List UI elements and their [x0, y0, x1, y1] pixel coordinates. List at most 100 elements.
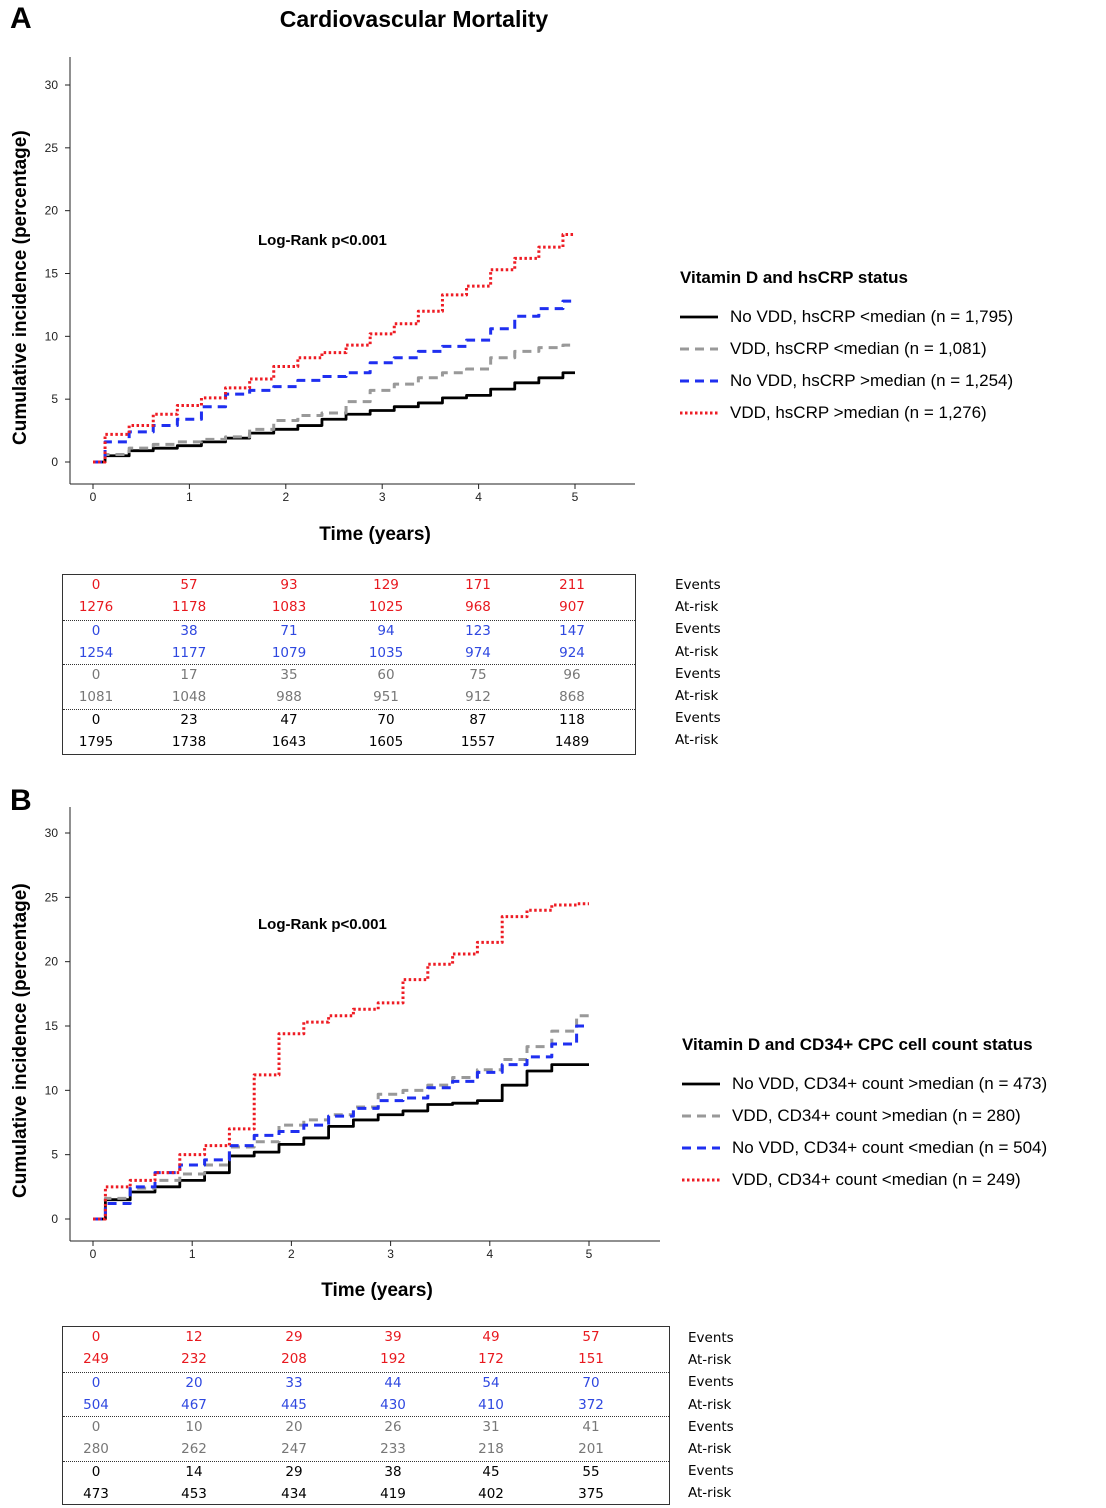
- risk-table-cell: 208: [281, 1351, 307, 1367]
- risk-table-cell: 75: [469, 667, 487, 683]
- risk-table-cell: 974: [465, 644, 491, 661]
- risk-table-cell: 924: [559, 644, 585, 661]
- risk-table-cell: 504: [83, 1396, 109, 1413]
- risk-table-cell: 39: [384, 1329, 402, 1345]
- risk-table-cell: 33: [285, 1374, 303, 1391]
- risk-row-label: Events: [675, 621, 721, 638]
- risk-table-cell: 123: [465, 622, 491, 639]
- legend-swatch-black: [682, 1082, 720, 1086]
- legend-swatch-gray: [680, 347, 718, 351]
- risk-table-cell: 38: [384, 1463, 402, 1480]
- y-tick-label: 10: [45, 329, 59, 343]
- series-line-blue: [93, 299, 575, 464]
- risk-table-cell: 1643: [271, 733, 307, 750]
- risk-table-cell: 1081: [78, 689, 114, 705]
- legend-a: No VDD, hsCRP <median (n = 1,795) VDD, hs…: [680, 305, 1100, 435]
- risk-table-cell: 262: [181, 1441, 207, 1457]
- risk-table-row-events: 0 17 35 60 75 96: [63, 665, 635, 687]
- risk-table-cell: 0: [91, 1419, 101, 1435]
- risk-row-label: At-risk: [688, 1352, 732, 1369]
- x-tick-label: 5: [586, 1247, 593, 1261]
- risk-table-cell: 118: [559, 711, 585, 728]
- risk-table-cell: 0: [91, 577, 101, 593]
- risk-row-label: At-risk: [675, 687, 719, 704]
- risk-row-label: At-risk: [675, 643, 719, 660]
- legend-swatch-blue: [682, 1146, 720, 1150]
- risk-table-cell: 55: [582, 1463, 600, 1480]
- risk-table-row-at-risk: 504 467 445 430 410 372: [63, 1395, 669, 1417]
- risk-table-cell: 0: [91, 1463, 101, 1480]
- risk-table-cell: 96: [563, 667, 581, 683]
- risk-table-cell: 968: [465, 599, 491, 615]
- legend-label: VDD, hsCRP >median (n = 1,276): [730, 403, 987, 422]
- risk-table-cell: 35: [280, 667, 298, 683]
- panel-label-b: B: [10, 784, 32, 817]
- series-line-black: [93, 371, 575, 464]
- risk-table-cell: 988: [276, 689, 302, 705]
- risk-table-cell: 0: [91, 711, 101, 728]
- legend-label: VDD, hsCRP <median (n = 1,081): [730, 339, 987, 358]
- risk-table-cell: 192: [380, 1351, 406, 1367]
- y-tick-label: 30: [45, 78, 59, 92]
- x-tick-label: 2: [282, 490, 289, 504]
- risk-table-cell: 23: [180, 711, 198, 728]
- y-tick-label: 5: [51, 1148, 58, 1162]
- risk-table-cell: 1605: [368, 733, 404, 750]
- risk-row-label: Events: [675, 577, 721, 593]
- risk-table-cell: 1276: [78, 599, 114, 615]
- risk-table-cell: 410: [478, 1396, 504, 1413]
- risk-table-cell: 1738: [171, 733, 207, 750]
- risk-row-label: Events: [688, 1330, 734, 1346]
- x-tick-label: 3: [379, 490, 386, 504]
- risk-table-cell: 45: [482, 1463, 500, 1480]
- x-tick-label: 4: [486, 1247, 493, 1261]
- risk-table-cell: 151: [578, 1351, 604, 1367]
- risk-table-cell: 87: [469, 711, 487, 728]
- risk-table-row-at-risk: 1254 1177 1079 1035 974 924: [63, 643, 635, 665]
- risk-table-cell: 1083: [271, 599, 307, 615]
- risk-row-label: At-risk: [688, 1396, 732, 1413]
- series-line-red: [93, 902, 589, 1221]
- risk-table-cell: 47: [280, 711, 298, 728]
- risk-table-cell: 233: [380, 1441, 406, 1457]
- risk-table-cell: 419: [380, 1485, 406, 1502]
- risk-table-row-events: 0 38 71 94 123 147: [63, 621, 635, 643]
- legend-label: VDD, CD34+ count >median (n = 280): [732, 1106, 1021, 1125]
- risk-table-cell: 211: [559, 577, 585, 593]
- risk-table-cell: 70: [377, 711, 395, 728]
- y-tick-label: 25: [45, 890, 59, 904]
- risk-table-cell: 12: [185, 1329, 203, 1345]
- risk-table-cell: 38: [180, 622, 198, 639]
- risk-table-cell: 94: [377, 622, 395, 639]
- risk-table-cell: 26: [384, 1419, 402, 1435]
- risk-table-cell: 249: [83, 1351, 109, 1367]
- risk-table-row-events: 0 10 20 26 31 41: [63, 1417, 669, 1439]
- risk-row-label: At-risk: [688, 1440, 732, 1457]
- risk-row-label: At-risk: [675, 599, 719, 616]
- risk-table-cell: 17: [180, 667, 198, 683]
- risk-table-cell: 20: [185, 1374, 203, 1391]
- risk-table-cell: 218: [478, 1441, 504, 1457]
- risk-table-row-events: 0 20 33 44 54 70: [63, 1373, 669, 1395]
- risk-table-cell: 1795: [78, 733, 114, 750]
- x-tick-label: 4: [475, 490, 482, 504]
- risk-table-cell: 402: [478, 1485, 504, 1502]
- x-tick-label: 1: [189, 1247, 196, 1261]
- series-line-red: [93, 233, 575, 464]
- y-tick-label: 10: [45, 1083, 59, 1097]
- legend-title-b: Vitamin D and CD34+ CPC cell count statu…: [682, 1035, 1033, 1054]
- risk-table-cell: 1254: [78, 644, 114, 661]
- risk-row-label: Events: [675, 665, 721, 682]
- risk-table-cell: 473: [83, 1485, 109, 1502]
- risk-table-cell: 54: [482, 1374, 500, 1391]
- y-tick-label: 20: [45, 955, 59, 969]
- legend-b: No VDD, CD34+ count >median (n = 473) VDD…: [682, 1072, 1102, 1202]
- risk-row-label: Events: [675, 710, 721, 727]
- risk-table-cell: 20: [285, 1419, 303, 1435]
- risk-table-cell: 57: [180, 577, 198, 593]
- y-tick-label: 25: [45, 141, 59, 155]
- risk-table-cell: 247: [281, 1441, 307, 1457]
- risk-row-label: Events: [688, 1418, 734, 1435]
- risk-table-row-labels-b: Events At-risk Events At-risk Events At-risk E…: [688, 1330, 734, 1508]
- y-tick-label: 20: [45, 204, 59, 218]
